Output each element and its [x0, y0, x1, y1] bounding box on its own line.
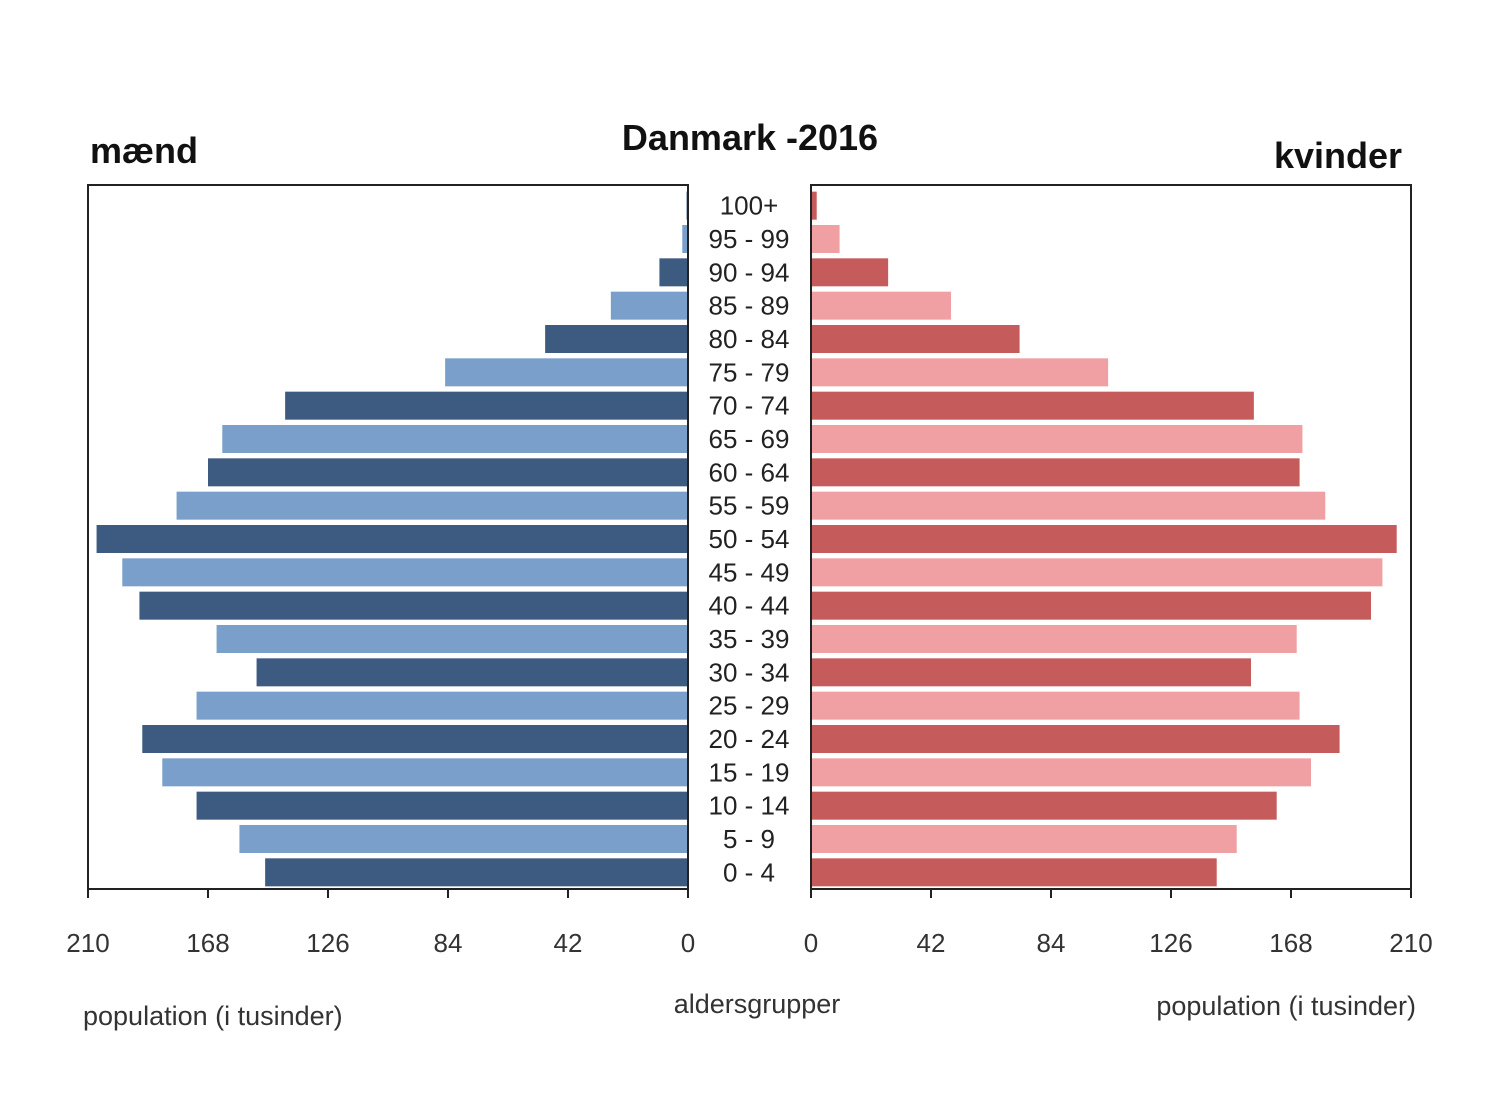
women-bar-6 [811, 658, 1251, 687]
men-bar-6 [256, 658, 688, 687]
women-bar-1 [811, 825, 1237, 853]
men-tick-label-4: 168 [186, 928, 229, 958]
men-tick-label-2: 84 [434, 928, 463, 958]
men-bar-13 [222, 425, 689, 453]
women-bar-2 [811, 791, 1277, 820]
men-bars [96, 191, 689, 887]
women-bar-16 [811, 325, 1020, 353]
women-bar-18 [811, 258, 889, 287]
men-tick-label-5: 210 [66, 928, 109, 958]
right-panel-label: kvinder [1274, 135, 1402, 176]
women-bar-17 [811, 291, 951, 320]
age-group-label-1: 5 - 9 [723, 824, 775, 854]
men-bar-9 [122, 558, 689, 587]
age-group-label-5: 25 - 29 [709, 691, 790, 721]
men-bar-4 [142, 725, 689, 753]
age-group-label-10: 50 - 54 [709, 524, 790, 554]
women-tick-label-0: 0 [804, 928, 818, 958]
men-bar-14 [285, 391, 688, 420]
age-group-label-11: 55 - 59 [709, 491, 790, 521]
women-bar-12 [811, 458, 1300, 487]
men-plot-frame [87, 184, 689, 890]
age-group-label-7: 35 - 39 [709, 624, 790, 654]
women-bar-9 [811, 558, 1383, 587]
men-bar-10 [96, 525, 689, 553]
chart-title: Danmark -2016 [622, 117, 878, 158]
age-group-label-18: 90 - 94 [709, 257, 790, 287]
age-group-label-6: 30 - 34 [709, 657, 790, 687]
age-group-label-9: 45 - 49 [709, 557, 790, 587]
women-bar-20 [811, 191, 817, 220]
women-bar-0 [811, 858, 1217, 887]
age-group-label-19: 95 - 99 [709, 224, 790, 254]
women-bars [811, 191, 1397, 887]
age-group-label-15: 75 - 79 [709, 357, 790, 387]
women-tick-label-3: 126 [1149, 928, 1192, 958]
men-bar-18 [659, 258, 688, 287]
men-bar-17 [610, 291, 688, 320]
men-tick-label-3: 126 [306, 928, 349, 958]
women-bar-14 [811, 391, 1254, 420]
women-x-axis: 0 42 84 126 168 210 [804, 889, 1433, 958]
men-tick-label-0: 0 [681, 928, 695, 958]
men-tick-label-1: 42 [554, 928, 583, 958]
men-x-axis-label: population (i tusinder) [83, 1001, 343, 1031]
age-group-label-13: 65 - 69 [709, 424, 790, 454]
left-panel-label: mænd [90, 130, 198, 171]
women-tick-label-1: 42 [917, 928, 946, 958]
men-bar-7 [216, 625, 689, 653]
men-bar-12 [208, 458, 688, 487]
age-group-label-3: 15 - 19 [709, 757, 790, 787]
women-bar-19 [811, 225, 840, 253]
women-bar-11 [811, 491, 1326, 520]
age-group-label-8: 40 - 44 [709, 591, 790, 621]
men-bar-11 [176, 491, 689, 520]
women-bar-10 [811, 525, 1397, 553]
age-group-label-2: 10 - 14 [709, 791, 790, 821]
men-bar-16 [545, 325, 688, 353]
women-bar-4 [811, 725, 1340, 753]
men-bar-15 [445, 358, 688, 387]
women-bar-15 [811, 358, 1109, 387]
women-bar-7 [811, 625, 1297, 653]
age-group-label-16: 80 - 84 [709, 324, 790, 354]
center-axis-label: aldersgrupper [674, 989, 841, 1019]
age-group-label-4: 20 - 24 [709, 724, 790, 754]
men-bar-3 [162, 758, 689, 787]
age-group-label-12: 60 - 64 [709, 457, 790, 487]
men-bar-1 [239, 825, 688, 853]
men-bar-8 [139, 591, 688, 620]
men-bar-2 [196, 791, 689, 820]
women-x-axis-label: population (i tusinder) [1156, 991, 1416, 1021]
age-group-label-14: 70 - 74 [709, 391, 790, 421]
women-bar-8 [811, 591, 1371, 620]
women-bar-13 [811, 425, 1303, 453]
women-tick-label-4: 168 [1269, 928, 1312, 958]
women-bar-3 [811, 758, 1311, 787]
men-bar-19 [682, 225, 688, 253]
age-group-label-17: 85 - 89 [709, 291, 790, 321]
women-plot-frame [810, 184, 1412, 890]
women-tick-label-2: 84 [1037, 928, 1066, 958]
men-x-axis: 0 42 84 126 168 210 [66, 889, 695, 958]
women-tick-label-5: 210 [1389, 928, 1432, 958]
age-group-label-0: 0 - 4 [723, 857, 775, 887]
age-group-label-20: 100+ [720, 191, 779, 221]
men-bar-5 [196, 691, 689, 720]
men-bar-0 [265, 858, 688, 887]
women-bar-5 [811, 691, 1300, 720]
